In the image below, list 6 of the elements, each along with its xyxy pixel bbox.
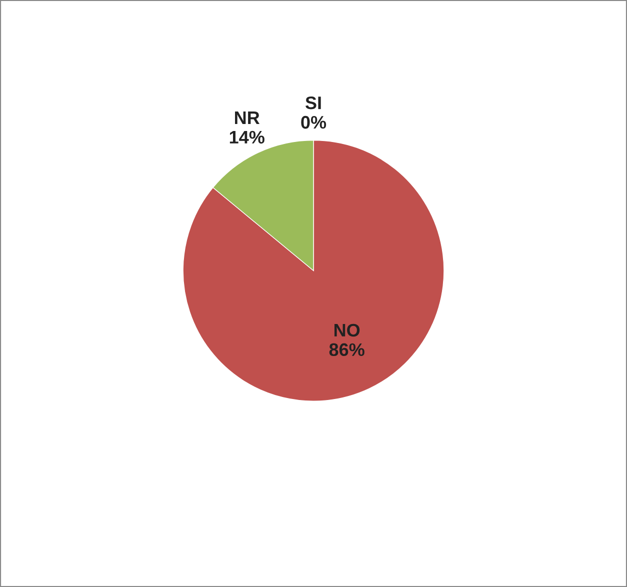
slice-label: NO (334, 324, 360, 337)
category-label: SI (305, 96, 321, 110)
data-label: 14% (230, 130, 264, 144)
slice-label: NR (235, 112, 260, 124)
text: 0% (301, 116, 326, 129)
data-label: 86% (329, 343, 364, 356)
